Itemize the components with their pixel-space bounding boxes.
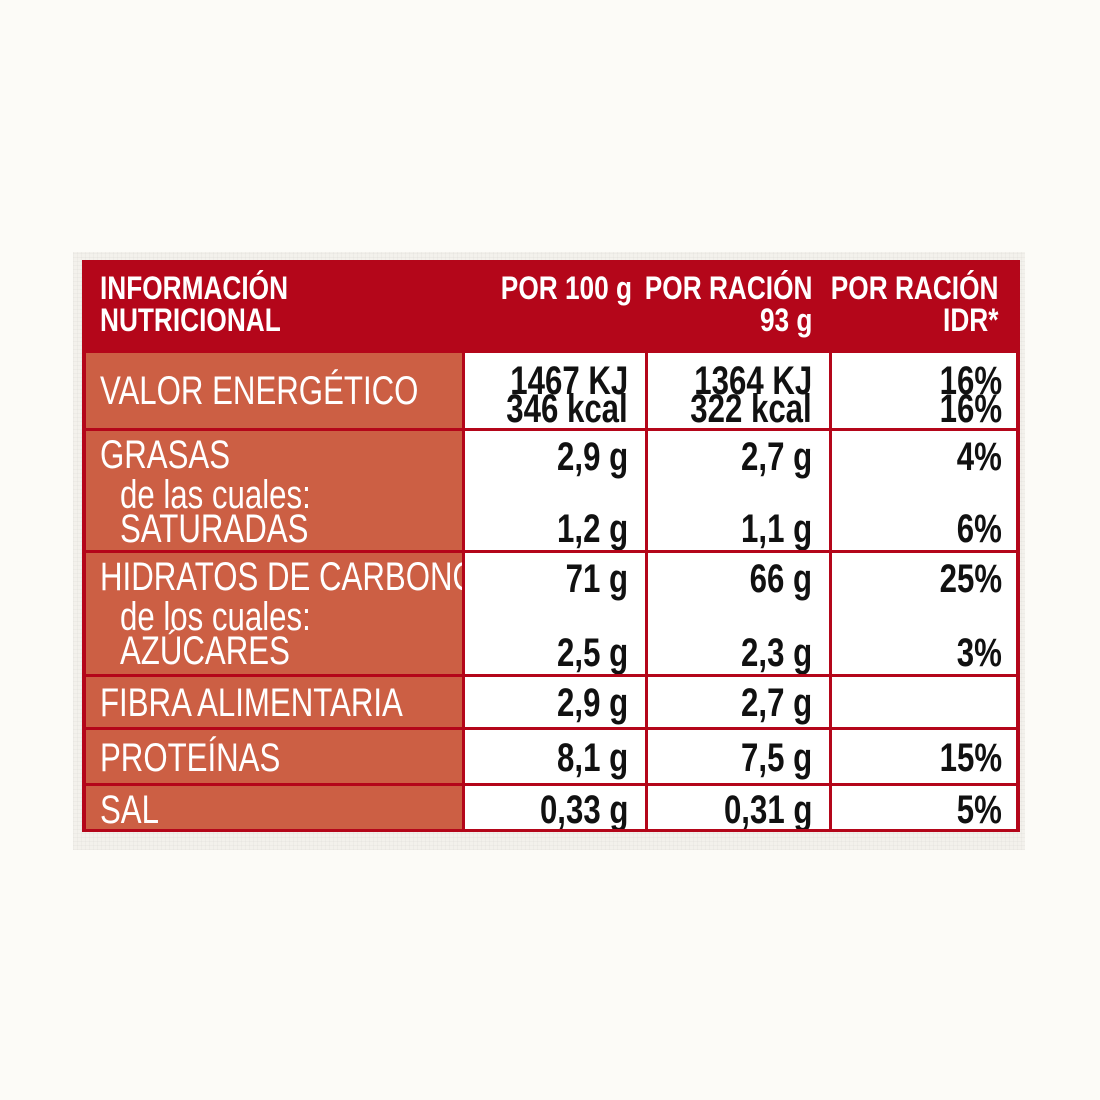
header-title: INFORMACIÓN NUTRICIONAL (100, 272, 288, 336)
nutrition-table: INFORMACIÓN NUTRICIONAL POR 100 g POR RA… (82, 260, 1020, 832)
serving-cell: 2,7 g (646, 675, 830, 728)
grid-line (82, 550, 1020, 553)
header-per100: POR 100 g (500, 270, 632, 306)
row-label-cell: PROTEÍNAS (82, 728, 464, 784)
row-label-cell: FIBRA ALIMENTARIA (82, 675, 464, 728)
table-row-protein: PROTEÍNAS 8,1 g 7,5 g 15% (82, 728, 1020, 784)
table-row-fiber: FIBRA ALIMENTARIA 2,9 g 2,7 g (82, 675, 1020, 728)
row-sublabel: AZÚCARES (120, 629, 290, 673)
grid-line (645, 353, 648, 832)
table-row-energy: VALOR ENERGÉTICO 1467 KJ 346 kcal 1364 K… (82, 353, 1020, 429)
table-row-salt: SAL 0,33 g 0,31 g 5% (82, 784, 1020, 832)
grid-line (82, 727, 1020, 730)
row-label-cell: GRASAS de las cuales: SATURADAS (82, 429, 464, 551)
per100-cell: 8,1 g (464, 728, 646, 784)
row-label-cell: SAL (82, 784, 464, 832)
grid-line (82, 783, 1020, 786)
idr-cell: 5% (830, 784, 1020, 832)
per100-cell: 2,9 g 1,2 g (464, 429, 646, 551)
serving-cell: 1364 KJ 322 kcal (646, 353, 830, 429)
per100-cell: 71 g 2,5 g (464, 551, 646, 675)
row-label-cell: VALOR ENERGÉTICO (82, 353, 464, 429)
table-row-fat: GRASAS de las cuales: SATURADAS 2,9 g 1,… (82, 429, 1020, 551)
idr-cell: 16% 16% (830, 353, 1020, 429)
row-sublabel: SATURADAS (120, 507, 309, 551)
grid-line (1016, 260, 1020, 832)
serving-cell: 7,5 g (646, 728, 830, 784)
serving-cell: 2,7 g 1,1 g (646, 429, 830, 551)
header-title-line1: INFORMACIÓN (100, 270, 289, 306)
idr-cell: 4% 6% (830, 429, 1020, 551)
table-header: INFORMACIÓN NUTRICIONAL POR 100 g POR RA… (82, 260, 1020, 353)
grid-line (82, 260, 86, 832)
row-label: HIDRATOS DE CARBONO (100, 555, 477, 599)
serving-cell: 0,31 g (646, 784, 830, 832)
idr-cell (830, 675, 1020, 728)
table-row-carbs: HIDRATOS DE CARBONO de los cuales: AZÚCA… (82, 551, 1020, 675)
row-sublabel-intro: de las cuales: (120, 473, 311, 517)
per100-cell: 0,33 g (464, 784, 646, 832)
per100-cell: 1467 KJ 346 kcal (464, 353, 646, 429)
row-label: PROTEÍNAS (100, 736, 281, 780)
per100-cell: 2,9 g (464, 675, 646, 728)
grid-line (82, 829, 1020, 832)
row-label: SAL (100, 788, 159, 832)
header-idr: POR RACIÓN IDR* (830, 270, 998, 338)
row-label: GRASAS (100, 433, 231, 477)
serving-cell: 66 g 2,3 g (646, 551, 830, 675)
row-label: FIBRA ALIMENTARIA (100, 681, 403, 725)
row-label-cell: HIDRATOS DE CARBONO de los cuales: AZÚCA… (82, 551, 477, 675)
row-label: VALOR ENERGÉTICO (100, 369, 419, 413)
row-sublabel-intro: de los cuales: (120, 595, 311, 639)
header-title-line2: NUTRICIONAL (100, 302, 281, 338)
idr-cell: 15% (830, 728, 1020, 784)
grid-line (462, 353, 465, 832)
header-per-serving: POR RACIÓN 93 g (644, 270, 812, 338)
grid-line (829, 353, 832, 832)
grid-line (82, 428, 1020, 431)
idr-cell: 25% 3% (830, 551, 1020, 675)
grid-line (82, 674, 1020, 677)
